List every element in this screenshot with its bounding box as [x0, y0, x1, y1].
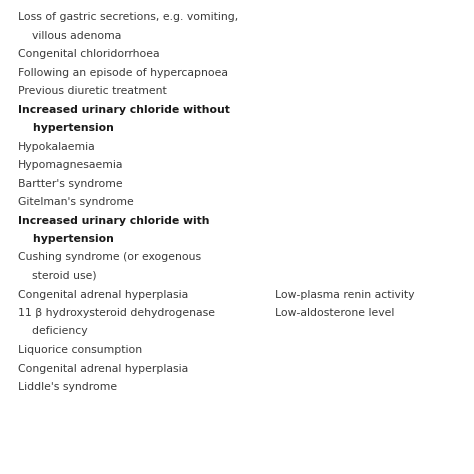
Text: Following an episode of hypercapnoea: Following an episode of hypercapnoea [18, 67, 228, 78]
Text: Liquorice consumption: Liquorice consumption [18, 345, 142, 355]
Text: hypertension: hypertension [18, 234, 114, 244]
Text: Low-aldosterone level: Low-aldosterone level [275, 308, 394, 318]
Text: Congenital adrenal hyperplasia: Congenital adrenal hyperplasia [18, 364, 188, 374]
Text: Previous diuretic treatment: Previous diuretic treatment [18, 86, 167, 96]
Text: hypertension: hypertension [18, 123, 114, 133]
Text: Hypokalaemia: Hypokalaemia [18, 142, 96, 152]
Text: Congenital adrenal hyperplasia: Congenital adrenal hyperplasia [18, 290, 188, 300]
Text: Congenital chloridorrhoea: Congenital chloridorrhoea [18, 49, 160, 59]
Text: Increased urinary chloride without: Increased urinary chloride without [18, 104, 230, 115]
Text: steroid use): steroid use) [18, 271, 97, 281]
Text: Hypomagnesaemia: Hypomagnesaemia [18, 160, 124, 170]
Text: Low-plasma renin activity: Low-plasma renin activity [275, 290, 414, 300]
Text: Liddle's syndrome: Liddle's syndrome [18, 382, 117, 392]
Text: 11 β hydroxysteroid dehydrogenase: 11 β hydroxysteroid dehydrogenase [18, 308, 215, 318]
Text: deficiency: deficiency [18, 327, 88, 337]
Text: Loss of gastric secretions, e.g. vomiting,: Loss of gastric secretions, e.g. vomitin… [18, 12, 238, 22]
Text: Gitelman's syndrome: Gitelman's syndrome [18, 197, 134, 207]
Text: villous adenoma: villous adenoma [18, 30, 121, 40]
Text: Cushing syndrome (or exogenous: Cushing syndrome (or exogenous [18, 253, 201, 263]
Text: Bartter's syndrome: Bartter's syndrome [18, 179, 123, 189]
Text: Increased urinary chloride with: Increased urinary chloride with [18, 216, 210, 226]
